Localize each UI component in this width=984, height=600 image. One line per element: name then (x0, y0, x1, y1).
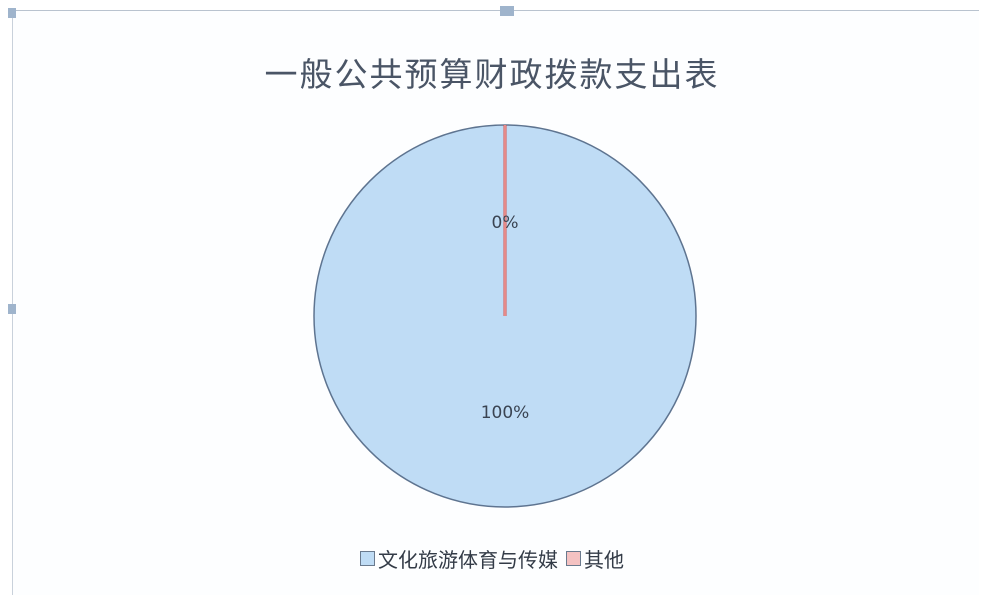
legend-swatch-pink (566, 551, 581, 566)
resize-handle-top-left[interactable] (8, 8, 16, 18)
legend-label: 其他 (584, 548, 624, 572)
resize-handle-left-center[interactable] (8, 304, 16, 314)
legend-item-culture-tourism-sports-media[interactable]: 文化旅游体育与传媒 (360, 544, 558, 573)
data-label-culture-tourism-sports-media: 100% (481, 403, 530, 423)
legend-swatch-blue (360, 551, 375, 566)
legend-label: 文化旅游体育与传媒 (378, 548, 558, 572)
resize-handle-top-center[interactable] (500, 6, 514, 16)
data-label-other: 0% (492, 213, 519, 233)
legend-item-other[interactable]: 其他 (566, 544, 624, 573)
chart-title: 一般公共预算财政拨款支出表 (264, 55, 720, 94)
chart-legend: 文化旅游体育与传媒 其他 (0, 544, 984, 573)
